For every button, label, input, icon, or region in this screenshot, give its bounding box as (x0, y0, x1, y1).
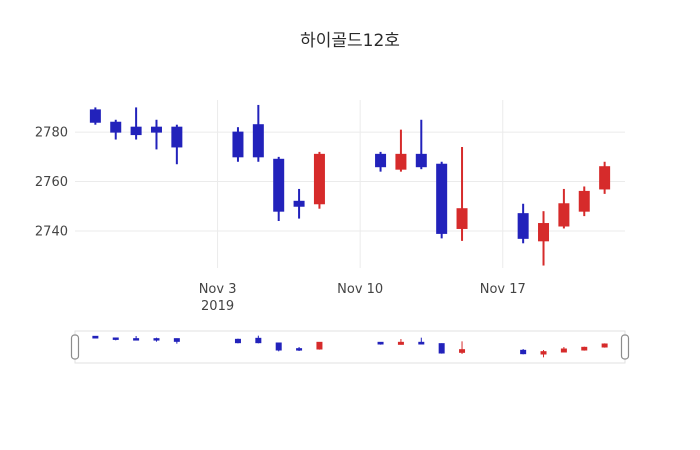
x-axis-tick-label: Nov 10 (337, 282, 383, 297)
candle-body (171, 126, 183, 148)
plot-area: 2780 2760 2740 Nov 3 2019 Nov 10 Nov 17 (35, 100, 625, 314)
candle-body (581, 346, 588, 351)
range-slider-handle-left[interactable] (70, 334, 80, 360)
candle-body (173, 338, 180, 342)
x-axis-tick-label: Nov 17 (480, 282, 526, 297)
candle-body (415, 153, 427, 168)
y-axis-tick-label: 2740 (35, 224, 68, 239)
candle-body (92, 335, 99, 339)
candle-body (520, 349, 527, 355)
candle-body (397, 341, 404, 345)
candle-body (395, 153, 407, 170)
candle-body (255, 337, 262, 344)
candle-body (438, 343, 445, 354)
candle-body (313, 153, 325, 205)
candle-body (599, 166, 611, 190)
candle-body (517, 213, 529, 239)
range-slider-track[interactable] (74, 330, 626, 364)
candle-body (601, 343, 608, 348)
candle-body (418, 341, 425, 345)
chart-title: 하이골드12호 (300, 31, 400, 51)
candle-body (436, 163, 448, 234)
candle-body (560, 348, 567, 353)
candle-body (459, 349, 466, 353)
candle-body (558, 203, 570, 227)
candle-body (89, 109, 101, 123)
candle-body (456, 208, 468, 229)
candle-body (293, 200, 305, 207)
candle-body (234, 338, 241, 344)
candle-body (540, 351, 547, 355)
candle-body (252, 124, 264, 158)
x-axis-tick-label: Nov 3 (199, 282, 237, 297)
y-axis-tick-label: 2760 (35, 175, 68, 190)
candle-body (130, 126, 142, 136)
candle-body (377, 341, 384, 345)
candle-body (538, 223, 550, 242)
candle-body (578, 190, 590, 212)
candle-body (133, 338, 140, 341)
x-axis-tick-sublabel: 2019 (201, 299, 234, 314)
candle-body (232, 131, 244, 158)
candle-body (275, 342, 282, 351)
candle-body (153, 338, 160, 341)
y-axis-tick-label: 2780 (35, 126, 68, 141)
candle-body (296, 348, 303, 351)
candle-body (150, 126, 162, 133)
candle-body (273, 158, 285, 212)
candle-body (316, 341, 323, 350)
range-slider[interactable] (70, 330, 630, 364)
range-slider-handle-right[interactable] (620, 334, 630, 360)
candle-body (112, 337, 119, 340)
candle-body (110, 121, 122, 133)
candle-body (375, 153, 387, 168)
